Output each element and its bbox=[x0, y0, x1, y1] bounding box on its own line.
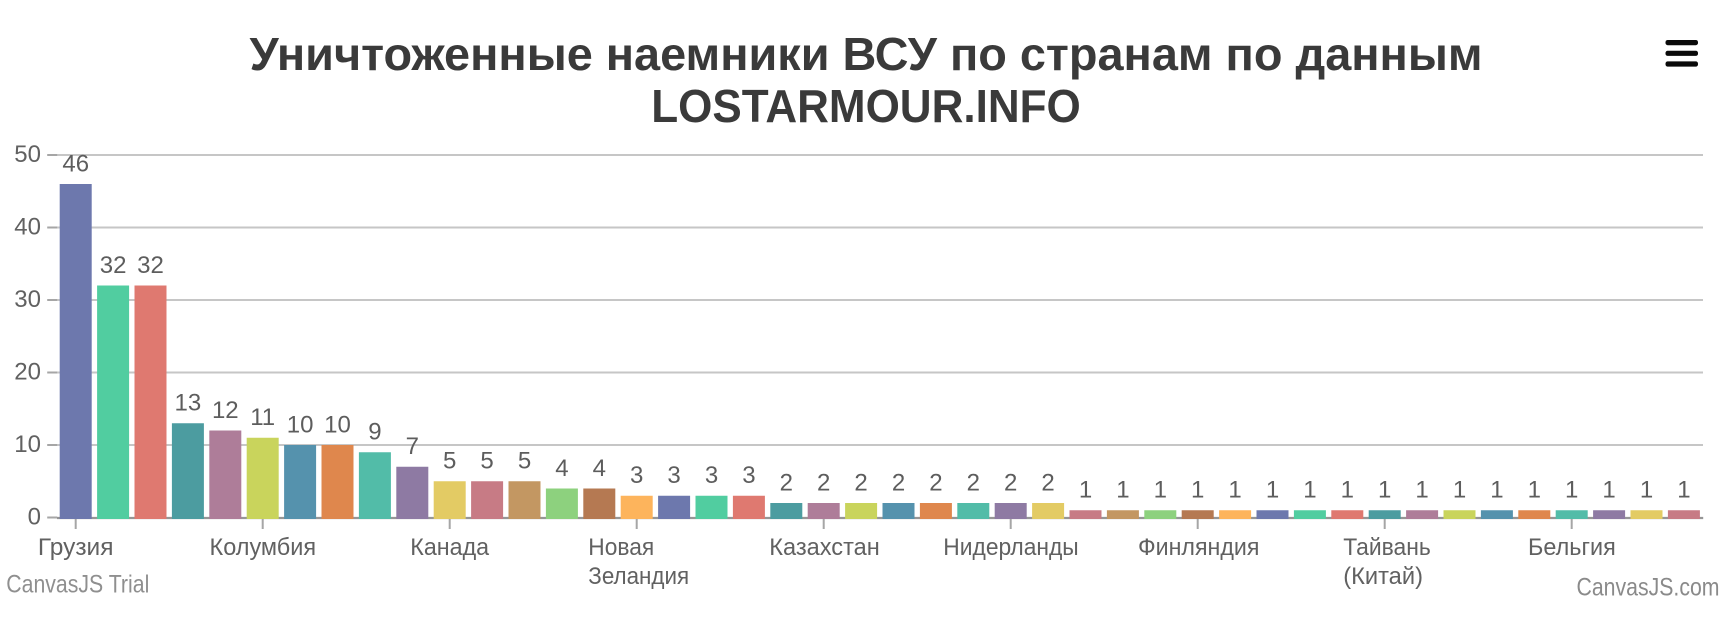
svg-text:Зеландия: Зеландия bbox=[588, 563, 689, 590]
svg-text:3: 3 bbox=[742, 462, 755, 489]
svg-text:1: 1 bbox=[1528, 477, 1541, 504]
svg-text:1: 1 bbox=[1677, 477, 1690, 504]
svg-text:2: 2 bbox=[929, 469, 942, 496]
svg-text:4: 4 bbox=[593, 455, 606, 482]
svg-text:1: 1 bbox=[1640, 477, 1653, 504]
svg-text:30: 30 bbox=[14, 286, 41, 313]
svg-text:0: 0 bbox=[28, 504, 41, 531]
svg-text:3: 3 bbox=[705, 462, 718, 489]
svg-text:2: 2 bbox=[780, 469, 793, 496]
svg-text:40: 40 bbox=[14, 214, 41, 241]
svg-text:1: 1 bbox=[1303, 477, 1316, 504]
svg-text:5: 5 bbox=[518, 448, 531, 475]
svg-text:1: 1 bbox=[1490, 477, 1503, 504]
svg-text:10: 10 bbox=[324, 411, 351, 438]
svg-text:Финляндия: Финляндия bbox=[1138, 534, 1259, 561]
svg-text:7: 7 bbox=[406, 433, 419, 460]
svg-text:1: 1 bbox=[1154, 477, 1167, 504]
svg-text:Казахстан: Казахстан bbox=[769, 534, 880, 561]
svg-text:(Китай): (Китай) bbox=[1343, 563, 1423, 590]
svg-text:3: 3 bbox=[630, 462, 643, 489]
svg-text:Грузия: Грузия bbox=[38, 534, 114, 561]
svg-text:1: 1 bbox=[1191, 477, 1204, 504]
svg-text:1: 1 bbox=[1453, 477, 1466, 504]
svg-text:2: 2 bbox=[817, 469, 830, 496]
svg-text:1: 1 bbox=[1266, 477, 1279, 504]
svg-text:1: 1 bbox=[1378, 477, 1391, 504]
svg-text:5: 5 bbox=[443, 448, 456, 475]
svg-text:20: 20 bbox=[14, 359, 41, 386]
svg-text:CanvasJS.com: CanvasJS.com bbox=[1577, 574, 1720, 602]
svg-text:1: 1 bbox=[1341, 477, 1354, 504]
svg-text:46: 46 bbox=[62, 150, 89, 177]
svg-text:2: 2 bbox=[1041, 469, 1054, 496]
svg-text:Канада: Канада bbox=[410, 534, 489, 561]
svg-text:Бельгия: Бельгия bbox=[1528, 534, 1616, 561]
svg-text:11: 11 bbox=[250, 404, 275, 431]
svg-text:Тайвань: Тайвань bbox=[1343, 534, 1431, 561]
svg-text:1: 1 bbox=[1602, 477, 1615, 504]
svg-text:32: 32 bbox=[137, 252, 164, 279]
svg-text:Уничтоженные наемники ВСУ по с: Уничтоженные наемники ВСУ по странам по … bbox=[250, 28, 1483, 80]
svg-text:2: 2 bbox=[892, 469, 905, 496]
svg-text:1: 1 bbox=[1079, 477, 1092, 504]
svg-text:10: 10 bbox=[14, 431, 41, 458]
svg-text:1: 1 bbox=[1415, 477, 1428, 504]
svg-text:1: 1 bbox=[1228, 477, 1241, 504]
svg-text:13: 13 bbox=[175, 390, 202, 417]
svg-text:Новая: Новая bbox=[588, 534, 654, 561]
svg-text:32: 32 bbox=[100, 252, 127, 279]
svg-text:Колумбия: Колумбия bbox=[210, 534, 317, 561]
svg-text:Нидерланды: Нидерланды bbox=[943, 534, 1078, 561]
svg-text:12: 12 bbox=[212, 397, 239, 424]
svg-text:CanvasJS Trial: CanvasJS Trial bbox=[6, 571, 149, 599]
svg-text:LOSTARMOUR.INFO: LOSTARMOUR.INFO bbox=[651, 80, 1081, 132]
svg-text:1: 1 bbox=[1116, 477, 1129, 504]
svg-text:2: 2 bbox=[1004, 469, 1017, 496]
svg-text:1: 1 bbox=[1565, 477, 1578, 504]
svg-text:3: 3 bbox=[667, 462, 680, 489]
svg-text:10: 10 bbox=[287, 411, 314, 438]
svg-text:9: 9 bbox=[368, 419, 381, 446]
svg-text:2: 2 bbox=[854, 469, 867, 496]
svg-text:4: 4 bbox=[555, 455, 568, 482]
svg-text:50: 50 bbox=[14, 141, 41, 168]
svg-text:2: 2 bbox=[967, 469, 980, 496]
svg-text:5: 5 bbox=[480, 448, 493, 475]
